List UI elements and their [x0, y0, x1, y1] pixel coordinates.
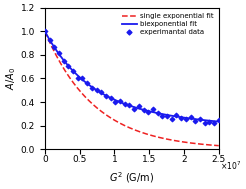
experimantal data — [43, 30, 47, 33]
biexponential fit — [43, 30, 46, 32]
single exponential fit — [159, 137, 162, 139]
biexponential fit — [74, 72, 77, 75]
experimantal data — [156, 112, 160, 115]
experimantal data — [76, 77, 80, 80]
experimantal data — [160, 115, 164, 118]
experimantal data — [57, 52, 61, 55]
Y-axis label: $A/A_0$: $A/A_0$ — [4, 67, 18, 90]
experimantal data — [109, 97, 113, 100]
experimantal data — [203, 122, 207, 125]
experimantal data — [90, 86, 94, 89]
experimantal data — [151, 108, 155, 111]
experimantal data — [47, 39, 51, 42]
Text: $\times 10^7$: $\times 10^7$ — [220, 160, 242, 172]
single exponential fit — [43, 30, 46, 32]
single exponential fit — [122, 124, 125, 126]
experimantal data — [62, 60, 66, 63]
experimantal data — [146, 110, 150, 113]
experimantal data — [193, 120, 197, 123]
experimantal data — [170, 118, 174, 121]
experimantal data — [137, 105, 141, 108]
experimantal data — [104, 94, 108, 98]
experimantal data — [118, 100, 122, 103]
experimantal data — [113, 101, 117, 104]
single exponential fit — [88, 100, 91, 102]
experimantal data — [132, 108, 136, 111]
experimantal data — [198, 117, 202, 120]
Line: single exponential fit: single exponential fit — [45, 31, 219, 146]
single exponential fit — [74, 85, 77, 87]
Line: biexponential fit: biexponential fit — [45, 31, 219, 122]
biexponential fit — [217, 120, 220, 123]
experimantal data — [80, 77, 84, 80]
Legend: single exponential fit, biexponential fit, experimantal data: single exponential fit, biexponential fi… — [119, 11, 215, 37]
X-axis label: $G^2$ (G/m): $G^2$ (G/m) — [109, 170, 154, 185]
experimantal data — [189, 115, 193, 119]
biexponential fit — [88, 84, 91, 86]
biexponential fit — [159, 113, 162, 115]
single exponential fit — [146, 133, 149, 135]
experimantal data — [179, 116, 183, 119]
single exponential fit — [217, 145, 220, 147]
experimantal data — [174, 114, 178, 117]
experimantal data — [123, 102, 127, 105]
experimantal data — [184, 117, 188, 120]
experimantal data — [165, 114, 169, 117]
single exponential fit — [174, 140, 177, 142]
biexponential fit — [146, 110, 149, 112]
experimantal data — [217, 118, 221, 121]
experimantal data — [85, 81, 89, 84]
experimantal data — [207, 120, 211, 123]
experimantal data — [127, 104, 131, 107]
experimantal data — [142, 108, 146, 111]
biexponential fit — [174, 115, 177, 118]
experimantal data — [52, 46, 56, 49]
experimantal data — [212, 121, 216, 124]
experimantal data — [94, 89, 98, 92]
experimantal data — [99, 91, 103, 94]
biexponential fit — [122, 102, 125, 105]
experimantal data — [71, 69, 75, 72]
experimantal data — [66, 64, 70, 67]
